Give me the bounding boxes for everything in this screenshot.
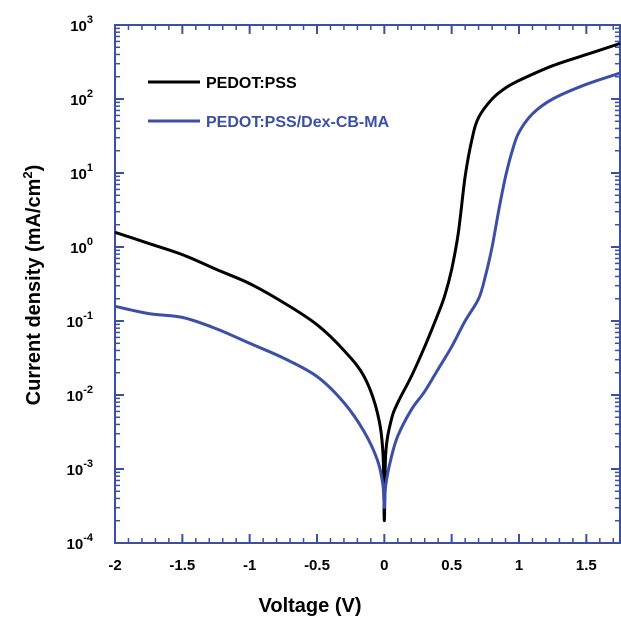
- x-axis-title: Voltage (V): [259, 595, 362, 617]
- x-tick-label: 1.5: [576, 557, 597, 574]
- y-tick-labels: 10-4 10-3 10-2 10-1 100 101 102 103: [67, 14, 94, 553]
- series-lines: [114, 42, 621, 523]
- major-ticks: [114, 24, 620, 544]
- legend: PEDOT:PSS PEDOT:PSS/Dex-CB-MA: [148, 75, 390, 131]
- x-tick-label: -1: [243, 557, 256, 574]
- y-tick-label: 102: [70, 88, 93, 109]
- series-line-2: [114, 71, 621, 510]
- x-tick-label: -0.5: [304, 557, 330, 574]
- y-tick-label: 10-1: [67, 310, 93, 331]
- legend-label-2: PEDOT:PSS/Dex-CB-MA: [206, 114, 390, 131]
- series-line-1: [114, 42, 621, 523]
- y-tick-label: 10-2: [67, 384, 93, 405]
- y-tick-label: 101: [70, 162, 93, 183]
- y-tick-label: 10-3: [67, 458, 93, 479]
- y-tick-label: 103: [70, 14, 93, 35]
- legend-label-1: PEDOT:PSS: [206, 75, 297, 92]
- x-tick-label: 0.5: [441, 557, 462, 574]
- x-tick-label: 0: [380, 557, 388, 574]
- x-tick-label: -2: [108, 557, 121, 574]
- plot-area: [114, 24, 621, 544]
- y-tick-label: 10-4: [67, 532, 94, 553]
- x-tick-label: -1.5: [169, 557, 195, 574]
- x-tick-label: 1: [515, 557, 523, 574]
- x-tick-labels: -2 -1.5 -1 -0.5 0 0.5 1 1.5: [108, 557, 596, 574]
- plot-frame: [114, 24, 621, 544]
- y-axis-title: Current density (mA/cm2): [20, 165, 45, 406]
- y-tick-label: 100: [70, 236, 93, 257]
